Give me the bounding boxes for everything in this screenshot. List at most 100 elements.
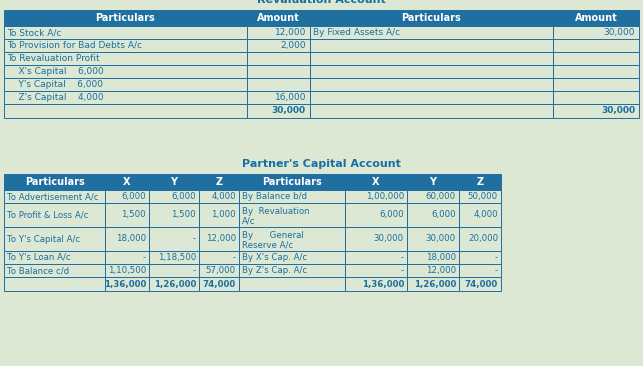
Bar xyxy=(345,251,407,264)
Bar xyxy=(239,277,345,291)
Text: X's Capital    6,000: X's Capital 6,000 xyxy=(7,67,104,76)
Text: 12,000: 12,000 xyxy=(426,266,456,275)
Bar xyxy=(239,190,345,203)
Bar xyxy=(345,227,407,251)
Text: 4,000: 4,000 xyxy=(473,210,498,220)
Bar xyxy=(105,203,149,227)
Bar xyxy=(459,174,501,190)
Text: 30,000: 30,000 xyxy=(272,107,306,116)
Bar xyxy=(407,190,459,203)
Bar xyxy=(4,65,247,78)
Text: Revaluation Account: Revaluation Account xyxy=(257,0,385,5)
Bar xyxy=(407,277,459,291)
Bar xyxy=(553,91,639,104)
Text: 12,000: 12,000 xyxy=(275,28,306,37)
Bar xyxy=(105,277,149,291)
Bar xyxy=(310,78,553,91)
Text: Y's Capital    6,000: Y's Capital 6,000 xyxy=(7,80,103,89)
Bar xyxy=(4,190,105,203)
Text: Particulars: Particulars xyxy=(24,177,84,187)
Text: 16,000: 16,000 xyxy=(275,93,306,102)
Bar xyxy=(149,190,199,203)
Text: 1,26,000: 1,26,000 xyxy=(154,280,196,288)
Text: Y: Y xyxy=(430,177,437,187)
Text: -: - xyxy=(495,266,498,275)
Bar xyxy=(459,277,501,291)
Bar xyxy=(4,39,247,52)
Bar xyxy=(199,251,239,264)
Text: 6,000: 6,000 xyxy=(379,210,404,220)
Bar xyxy=(4,251,105,264)
Text: 74,000: 74,000 xyxy=(203,280,236,288)
Text: 74,000: 74,000 xyxy=(465,280,498,288)
Bar xyxy=(4,104,247,118)
Bar xyxy=(239,203,345,227)
Text: Y: Y xyxy=(170,177,177,187)
Bar xyxy=(4,52,247,65)
Bar xyxy=(247,39,310,52)
Text: To Provision for Bad Debts A/c: To Provision for Bad Debts A/c xyxy=(7,41,142,50)
Text: 1,36,000: 1,36,000 xyxy=(104,280,146,288)
Bar xyxy=(407,227,459,251)
Text: -: - xyxy=(143,253,146,262)
Bar xyxy=(239,174,345,190)
Text: Reserve A/c: Reserve A/c xyxy=(242,241,293,250)
Bar xyxy=(310,52,553,65)
Text: -: - xyxy=(401,253,404,262)
Text: 1,500: 1,500 xyxy=(172,210,196,220)
Text: To Profit & Loss A/c: To Profit & Loss A/c xyxy=(7,210,88,220)
Bar xyxy=(553,26,639,39)
Bar xyxy=(553,78,639,91)
Bar xyxy=(345,190,407,203)
Text: 4,000: 4,000 xyxy=(212,192,236,201)
Text: By Balance b/d: By Balance b/d xyxy=(242,192,307,201)
Bar xyxy=(247,65,310,78)
Text: To Y's Loan A/c: To Y's Loan A/c xyxy=(7,253,71,262)
Bar xyxy=(553,104,639,118)
Bar xyxy=(459,264,501,277)
Text: 18,000: 18,000 xyxy=(116,235,146,243)
Bar xyxy=(247,91,310,104)
Bar xyxy=(149,203,199,227)
Text: 1,26,000: 1,26,000 xyxy=(413,280,456,288)
Text: Particulars: Particulars xyxy=(96,13,156,23)
Text: 6,000: 6,000 xyxy=(172,192,196,201)
Bar xyxy=(4,277,105,291)
Text: 30,000: 30,000 xyxy=(426,235,456,243)
Text: 1,36,000: 1,36,000 xyxy=(361,280,404,288)
Bar xyxy=(105,227,149,251)
Text: -: - xyxy=(233,253,236,262)
Bar xyxy=(199,227,239,251)
Bar xyxy=(407,174,459,190)
Text: To Revaluation Profit: To Revaluation Profit xyxy=(7,54,100,63)
Text: 6,000: 6,000 xyxy=(431,210,456,220)
Text: Particulars: Particulars xyxy=(262,177,322,187)
Bar xyxy=(310,39,553,52)
Text: Particulars: Particulars xyxy=(402,13,462,23)
Text: Amount: Amount xyxy=(257,13,300,23)
Text: Z: Z xyxy=(215,177,222,187)
Bar xyxy=(310,65,553,78)
Text: 2,000: 2,000 xyxy=(280,41,306,50)
Bar xyxy=(105,190,149,203)
Bar xyxy=(239,251,345,264)
Bar xyxy=(553,39,639,52)
Bar xyxy=(4,78,247,91)
Text: X: X xyxy=(123,177,131,187)
Bar xyxy=(247,52,310,65)
Bar xyxy=(199,264,239,277)
Text: To Y's Capital A/c: To Y's Capital A/c xyxy=(7,235,80,243)
Bar xyxy=(247,78,310,91)
Text: 1,000: 1,000 xyxy=(212,210,236,220)
Bar xyxy=(247,104,310,118)
Bar xyxy=(199,203,239,227)
Text: By      General: By General xyxy=(242,231,303,240)
Bar xyxy=(345,203,407,227)
Text: By Fixed Assets A/c: By Fixed Assets A/c xyxy=(313,28,400,37)
Text: 30,000: 30,000 xyxy=(604,28,635,37)
Text: To Stock A/c: To Stock A/c xyxy=(7,28,61,37)
Bar xyxy=(105,174,149,190)
Text: -: - xyxy=(193,266,196,275)
Bar xyxy=(407,203,459,227)
Bar xyxy=(149,227,199,251)
